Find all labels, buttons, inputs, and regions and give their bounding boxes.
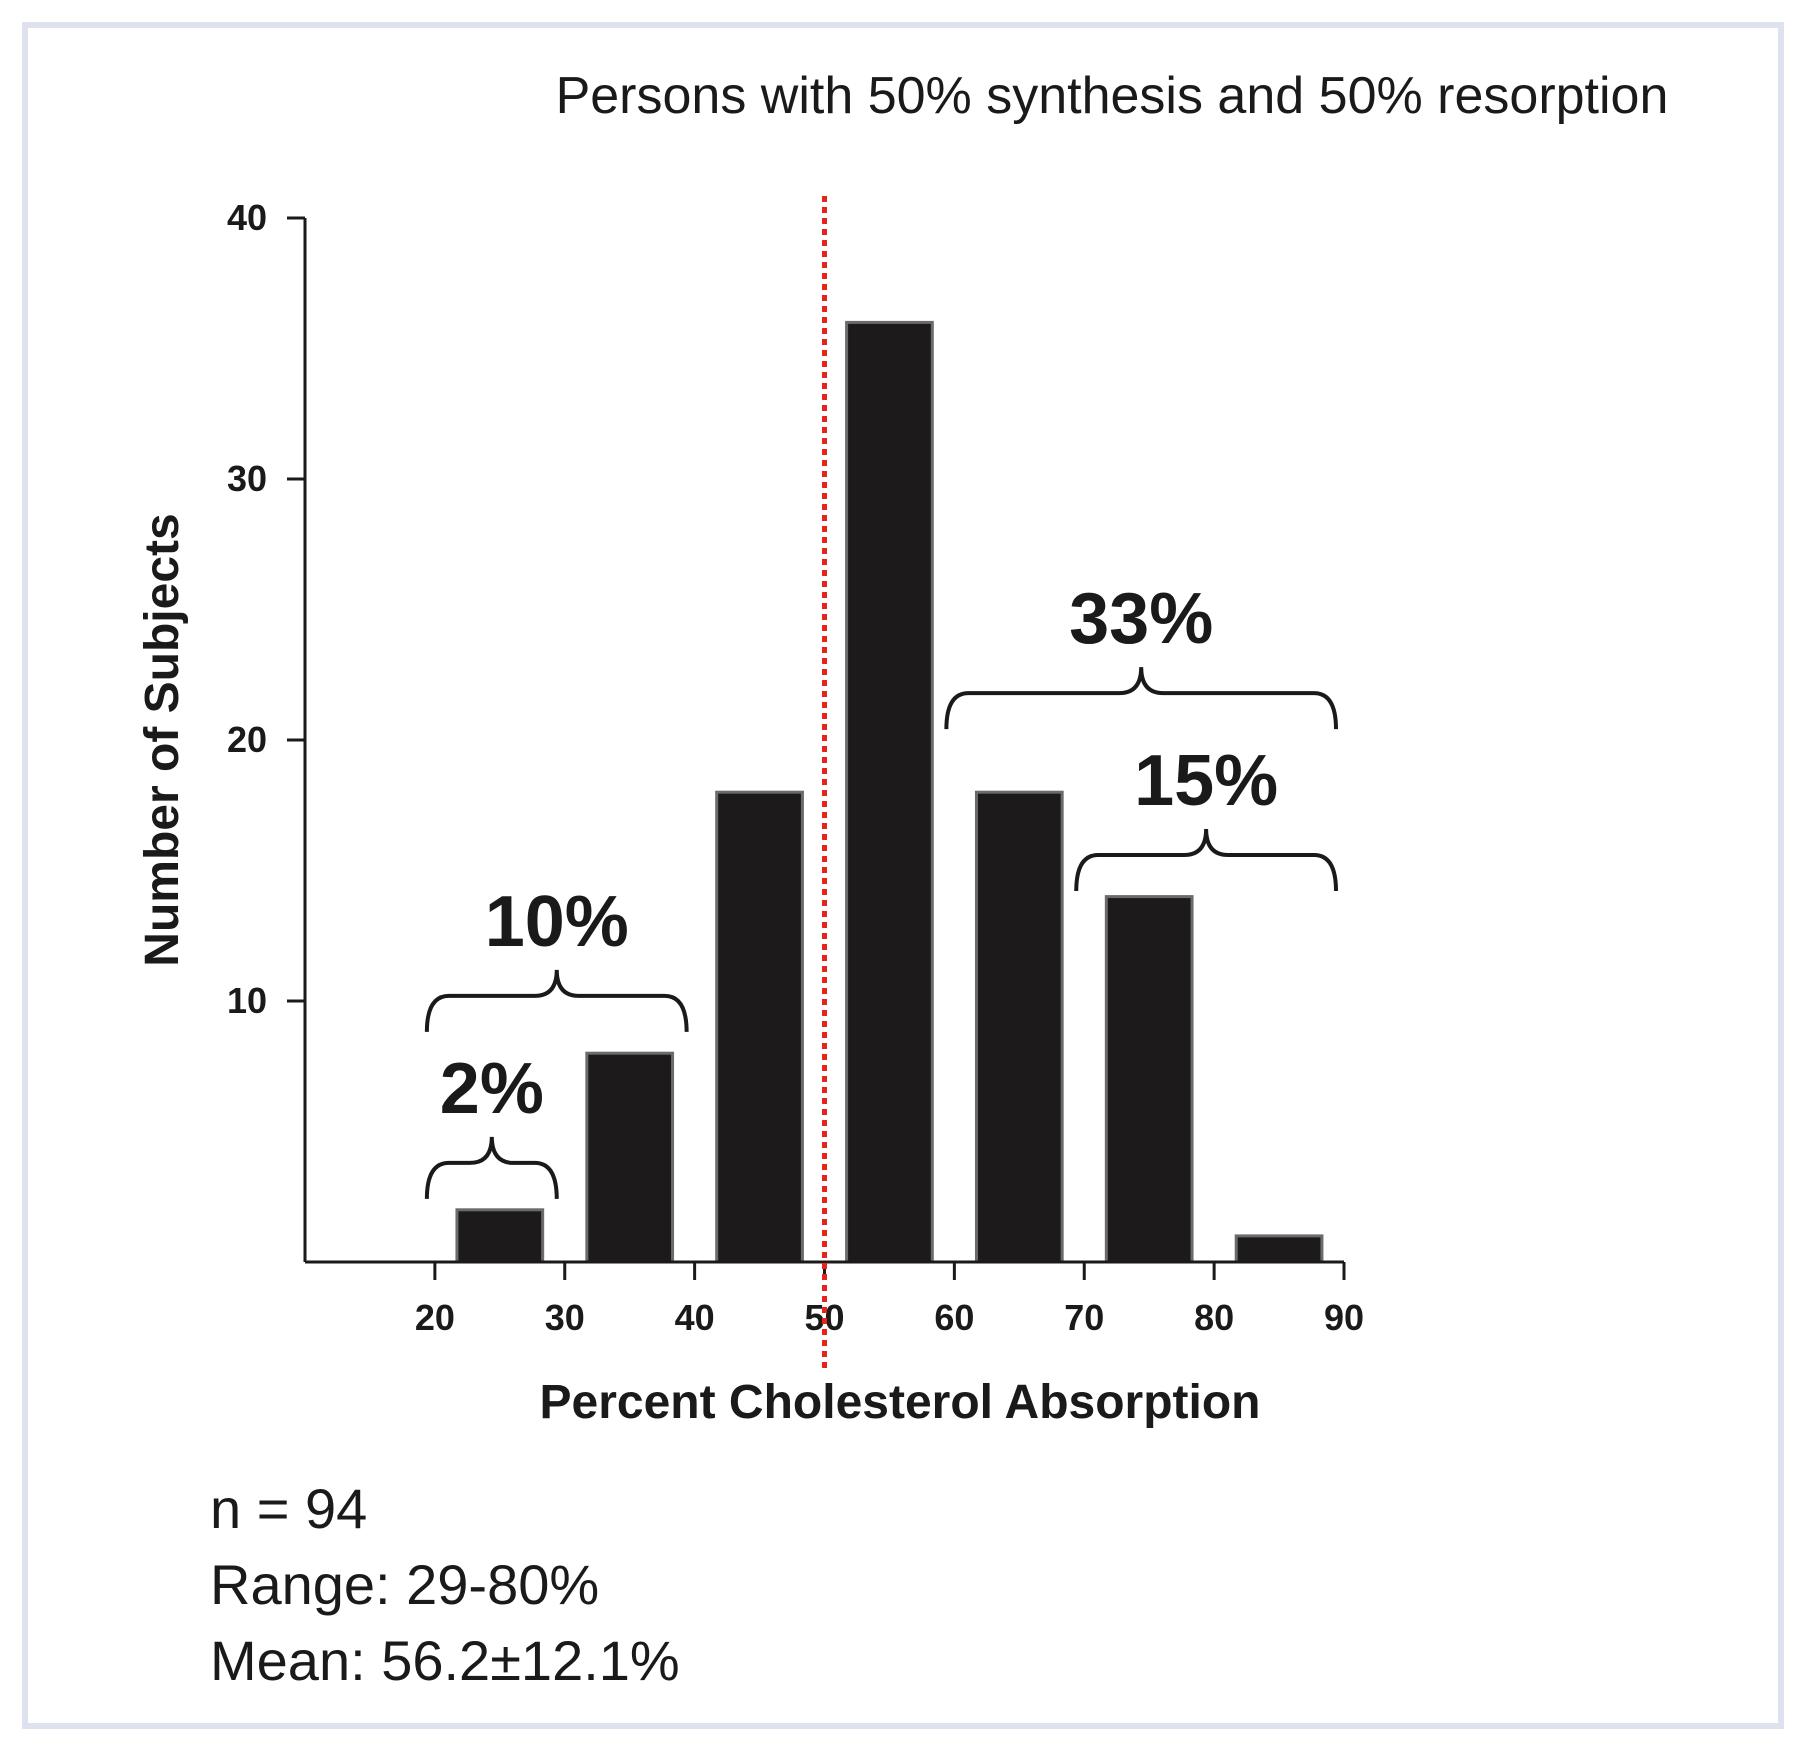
y-tick-label-10: 10: [227, 980, 267, 1021]
x-tick-label-90: 90: [1324, 1297, 1364, 1338]
chart-title: Persons with 50% synthesis and 50% resor…: [556, 67, 1669, 125]
brace-2pct: [424, 1136, 559, 1199]
stat-n: n = 94: [210, 1477, 367, 1540]
brace-10pct: [424, 969, 689, 1032]
y-axis-label: Number of Subjects: [136, 513, 189, 966]
annotation-label-10pct: 10%: [485, 882, 629, 962]
y-tick-label-40: 40: [227, 197, 267, 238]
annotation-label-33pct: 33%: [1069, 579, 1213, 659]
x-axis-label: Percent Cholesterol Absorption: [540, 1376, 1261, 1429]
bar-30-40: [585, 1051, 675, 1264]
bar-70-80: [1104, 895, 1194, 1264]
brace-33pct: [944, 667, 1338, 730]
x-tick-label-60: 60: [934, 1297, 974, 1338]
stat-mean: Mean: 56.2±12.1%: [210, 1629, 680, 1692]
bar-20-30: [455, 1208, 545, 1264]
bar-40-50: [715, 790, 804, 1264]
annotation-label-15pct: 15%: [1134, 741, 1278, 821]
stat-range: Range: 29-80%: [210, 1553, 599, 1616]
bar-80-90: [1234, 1234, 1324, 1264]
bar-60-70: [974, 790, 1064, 1264]
x-tick-label-20: 20: [415, 1297, 455, 1338]
y-tick-label-20: 20: [227, 719, 267, 760]
x-tick-label-40: 40: [675, 1297, 715, 1338]
y-tick-label-30: 30: [227, 458, 267, 499]
annotation-label-2pct: 2%: [440, 1049, 544, 1129]
x-tick-label-80: 80: [1194, 1297, 1234, 1338]
bars-group: [455, 320, 1324, 1264]
x-tick-label-30: 30: [545, 1297, 585, 1338]
annotations-group: 2% 10% 33% 15%: [424, 579, 1338, 1199]
brace-15pct: [1074, 828, 1338, 891]
x-tick-label-70: 70: [1064, 1297, 1104, 1338]
bar-50-60: [845, 320, 934, 1264]
